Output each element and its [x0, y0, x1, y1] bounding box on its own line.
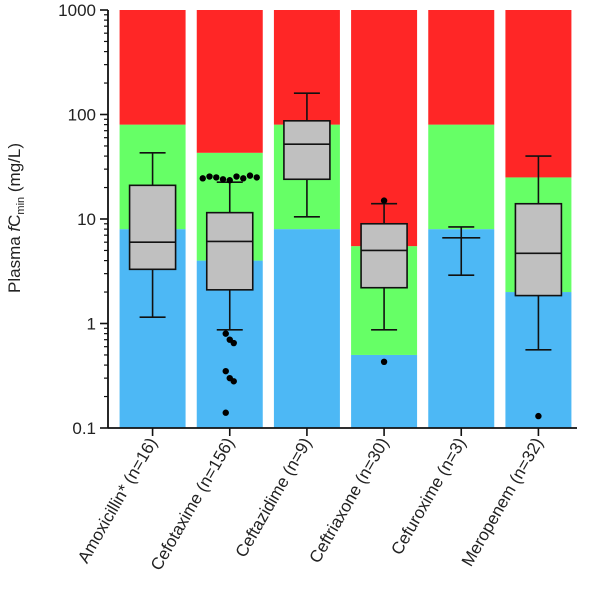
- box-iqr: [514, 202, 563, 297]
- outlier-point: [213, 174, 220, 181]
- category-label: Ceftazidime (n=9): [232, 435, 316, 561]
- outlier-point: [240, 175, 247, 182]
- outlier-point: [230, 339, 237, 347]
- outlier-point: [226, 177, 233, 184]
- y-tick-label: 1000: [58, 1, 96, 20]
- band-above: [119, 10, 186, 125]
- outlier-point: [535, 412, 542, 420]
- y-axis-label-prefix: Plasma: [5, 232, 24, 293]
- y-tick-label: 10: [77, 210, 96, 229]
- band-below: [351, 354, 418, 428]
- outlier-point: [380, 358, 388, 366]
- outlier-point: [222, 330, 229, 337]
- outlier-point: [222, 409, 229, 416]
- band-above: [428, 10, 495, 125]
- y-axis-label: Plasma fCmin (mg/L): [5, 143, 27, 293]
- category-label: Meropenem (n=32): [458, 435, 547, 570]
- band-below: [273, 229, 340, 428]
- band-layer: [119, 10, 572, 428]
- band-above: [505, 10, 572, 178]
- outlier-point: [199, 175, 206, 182]
- outlier-point: [246, 172, 254, 179]
- category-label: Cefotaxime (n=156): [147, 435, 238, 574]
- category-label: Amoxicillin* (n=16): [74, 435, 161, 567]
- outlier-point: [206, 173, 213, 180]
- box-iqr: [360, 222, 408, 289]
- box-iqr: [205, 211, 254, 291]
- band-within: [428, 124, 495, 230]
- outlier-point: [380, 197, 388, 204]
- outlier-point: [219, 176, 227, 183]
- outlier-point: [222, 367, 229, 375]
- outlier-point: [253, 174, 260, 181]
- y-tick-label: 1: [87, 315, 96, 334]
- box-layer: [128, 92, 563, 420]
- outlier-point: [230, 378, 237, 385]
- y-axis-label-italic: f: [5, 225, 24, 232]
- category-label: Cefuroxime (n=3): [387, 435, 469, 559]
- outlier-point: [233, 173, 240, 180]
- y-tick-label: 100: [68, 106, 96, 125]
- y-axis-label-subscript: min: [15, 197, 27, 215]
- y-axis-label-main: C: [5, 215, 24, 227]
- box-iqr: [128, 184, 177, 271]
- y-tick-label: 0.1: [72, 419, 96, 438]
- category-label: Ceftriaxone (n=30): [305, 435, 392, 567]
- box-iqr: [283, 120, 331, 181]
- y-axis-label-suffix: (mg/L): [5, 143, 24, 197]
- band-above: [196, 10, 263, 153]
